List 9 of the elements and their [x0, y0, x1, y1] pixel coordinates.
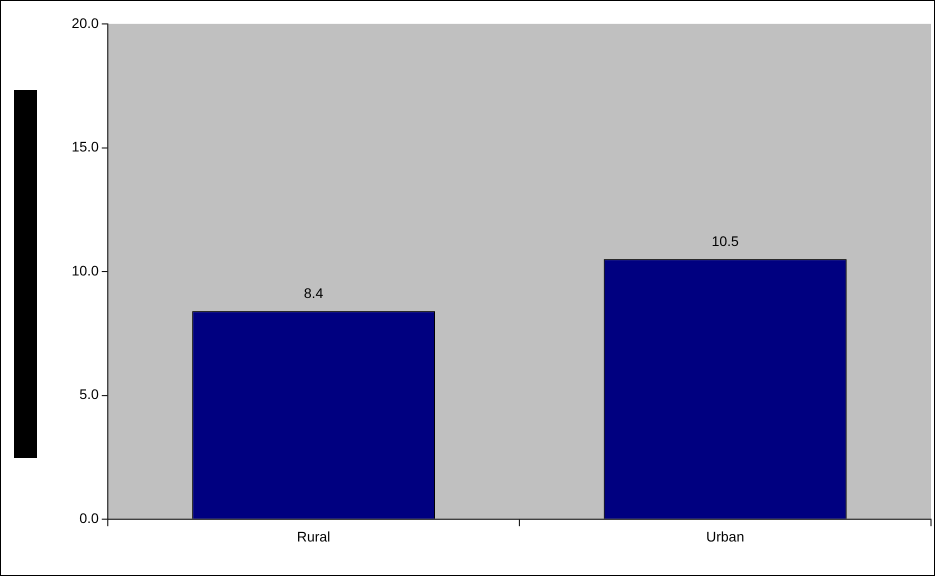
- data-label: 10.5: [712, 233, 740, 250]
- y-tick-label: 0.0: [79, 510, 100, 526]
- y-tick-label: 5.0: [79, 386, 100, 402]
- y-tick-label: 20.0: [72, 14, 100, 31]
- y-tick-label: 10.0: [72, 262, 100, 278]
- y-tick-label: 15.0: [72, 138, 100, 155]
- data-label: 8.4: [304, 285, 324, 302]
- x-tick-label: Urban: [706, 528, 744, 544]
- x-tick-label: Rural: [296, 528, 330, 544]
